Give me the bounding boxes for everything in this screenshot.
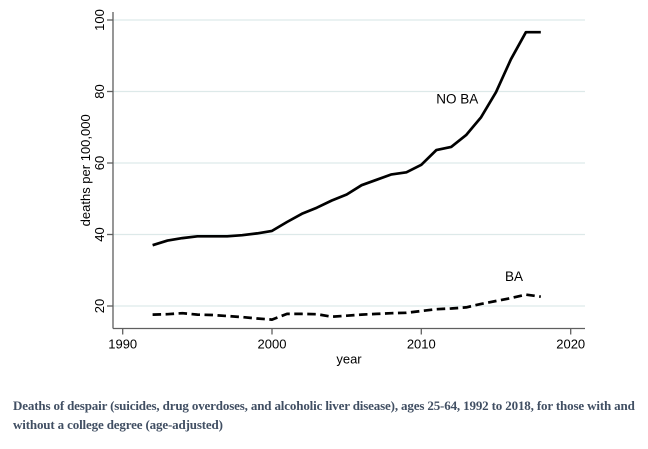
y-axis-title: deaths per 100,000 [78, 114, 93, 226]
deaths-of-despair-chart: 20 40 60 80 100 1990 2000 2010 2020 year deaths pe… [78, 9, 585, 367]
x-tick-label: 2020 [556, 337, 585, 352]
y-tick-label: 40 [92, 227, 107, 241]
x-tick-label: 2000 [258, 337, 287, 352]
series-line-ba [152, 293, 541, 321]
x-tick-label: 2010 [407, 337, 436, 352]
series-label-no-ba: NO BA [436, 92, 478, 107]
x-tick-label: 1990 [108, 337, 137, 352]
y-tick-label: 60 [92, 156, 107, 170]
x-axis-title: year [336, 352, 362, 367]
y-tick-label: 20 [92, 299, 107, 313]
series-line-no-ba [152, 30, 541, 247]
figure-caption: Deaths of despair (suicides, drug overdo… [13, 398, 635, 432]
series-label-ba: BA [505, 269, 523, 284]
y-tick-label: 100 [92, 9, 107, 31]
y-tick-label: 80 [92, 84, 107, 98]
